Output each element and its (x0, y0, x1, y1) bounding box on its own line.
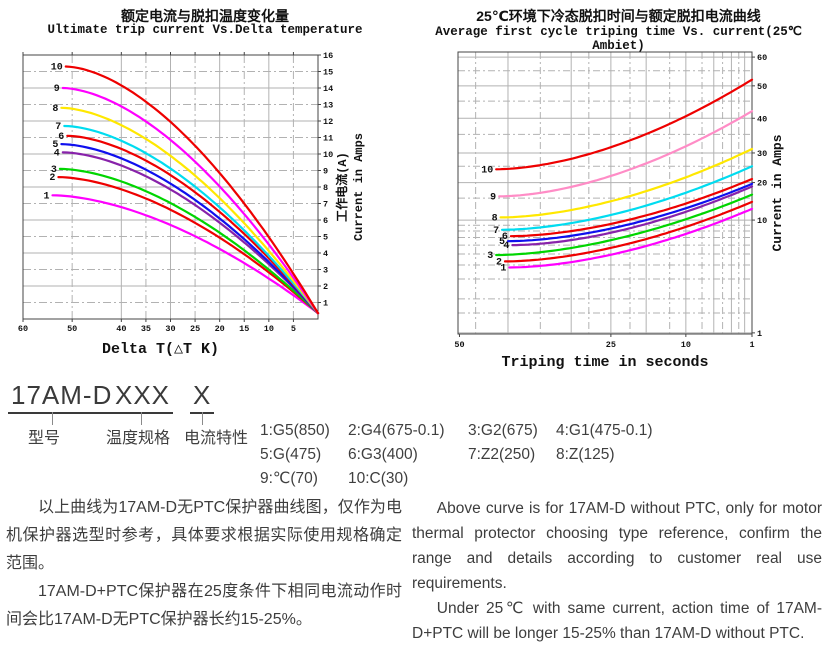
note-en-1: Above curve is for 17AM-D without PTC, o… (412, 500, 822, 592)
svg-text:10: 10 (757, 216, 767, 226)
svg-text:15: 15 (323, 68, 333, 78)
option: 6:G3(400) (348, 446, 418, 463)
note-en-2: Under 25℃ with same current, action time… (412, 600, 822, 642)
svg-text:30: 30 (165, 324, 175, 334)
svg-text:1: 1 (500, 263, 506, 274)
connector-line (52, 412, 53, 425)
svg-text:35: 35 (141, 324, 151, 334)
svg-text:7: 7 (55, 122, 61, 133)
right-chart-title-zh: 25℃环境下冷态脱扣时间与额定脱扣电流曲线 (476, 8, 761, 24)
part-number-current-char: X (190, 380, 215, 414)
option: 4:G1(475-0.1) (556, 422, 653, 439)
option: 5:G(475) (260, 446, 322, 463)
option: 7:Z2(250) (468, 446, 536, 463)
svg-text:工作电流(A): 工作电流(A) (334, 152, 350, 222)
svg-text:2: 2 (49, 173, 55, 184)
notes-chinese: 以上曲线为17AM-D无PTC保护器曲线图，仅作为电机保护器选型时参考，具体要求… (6, 494, 402, 634)
svg-text:9: 9 (323, 167, 328, 177)
option: 2:G4(675-0.1) (348, 422, 445, 439)
svg-text:30: 30 (757, 149, 767, 159)
svg-text:7: 7 (493, 226, 499, 237)
svg-text:25: 25 (190, 324, 200, 334)
svg-text:1: 1 (43, 191, 49, 202)
svg-text:2: 2 (323, 282, 328, 292)
svg-text:50: 50 (454, 340, 464, 350)
svg-text:6: 6 (323, 216, 328, 226)
connector-line (202, 412, 203, 425)
svg-text:5: 5 (291, 324, 296, 334)
part-number-temp-spec: XXX (112, 380, 174, 414)
svg-text:13: 13 (323, 101, 333, 111)
svg-text:5: 5 (499, 237, 505, 248)
svg-text:Triping time in seconds: Triping time in seconds (501, 354, 708, 371)
svg-text:50: 50 (757, 82, 767, 92)
svg-text:10: 10 (681, 340, 691, 350)
current-char-label: 电流特性 (184, 430, 249, 447)
option: 9:℃(70) (260, 470, 318, 487)
svg-text:5: 5 (52, 140, 58, 151)
svg-text:3: 3 (487, 251, 493, 262)
svg-text:16: 16 (323, 51, 333, 61)
svg-text:20: 20 (757, 179, 767, 189)
svg-text:6: 6 (502, 232, 508, 243)
svg-text:14: 14 (323, 84, 333, 94)
svg-text:8: 8 (323, 183, 328, 193)
right-chart-title-en: Average first cycle triping time Vs. cur… (435, 25, 802, 53)
svg-text:6: 6 (58, 132, 64, 143)
note-zh-2: 17AM-D+PTC保护器在25度条件下相同电流动作时间会比17AM-D无PTC… (6, 583, 402, 628)
svg-text:4: 4 (503, 241, 509, 252)
svg-text:5: 5 (323, 233, 328, 243)
svg-text:1: 1 (323, 299, 328, 309)
svg-text:2: 2 (496, 257, 502, 268)
svg-text:3: 3 (51, 165, 57, 176)
option: 1:G5(850) (260, 422, 330, 439)
svg-text:Delta T(△T K): Delta T(△T K) (102, 341, 219, 358)
svg-text:3: 3 (323, 266, 328, 276)
svg-text:50: 50 (67, 324, 77, 334)
svg-text:1: 1 (749, 340, 754, 350)
svg-text:4: 4 (54, 148, 60, 159)
svg-text:10: 10 (264, 324, 274, 334)
temp-spec-label: 温度规格 (106, 430, 171, 447)
svg-text:9: 9 (490, 192, 496, 203)
option: 10:C(30) (348, 470, 409, 487)
left-chart-title-en: Ultimate trip current Vs.Delta temperatu… (47, 23, 363, 37)
svg-text:7: 7 (323, 200, 328, 210)
svg-text:12: 12 (323, 117, 333, 127)
svg-text:9: 9 (54, 84, 60, 95)
svg-text:15: 15 (239, 324, 249, 334)
notes-english: Above curve is for 17AM-D without PTC, o… (412, 496, 822, 646)
option: 8:Z(125) (556, 446, 615, 463)
svg-text:8: 8 (52, 104, 58, 115)
svg-text:Current in Amps: Current in Amps (352, 133, 366, 241)
svg-text:Current in Amps: Current in Amps (770, 134, 785, 251)
svg-text:8: 8 (492, 213, 498, 224)
option: 3:G2(675) (468, 422, 538, 439)
svg-text:10: 10 (323, 150, 333, 160)
svg-text:10: 10 (51, 63, 63, 74)
svg-text:40: 40 (757, 114, 767, 124)
left-chart-title-zh: 额定电流与脱扣温度变化量 (121, 8, 289, 24)
note-zh-1: 以上曲线为17AM-D无PTC保护器曲线图，仅作为电机保护器选型时参考，具体要求… (6, 499, 402, 572)
svg-text:10: 10 (481, 165, 493, 176)
part-number-model: 17AM-D (8, 380, 116, 414)
svg-text:60: 60 (757, 53, 767, 63)
svg-text:20: 20 (215, 324, 225, 334)
svg-text:1: 1 (757, 329, 762, 339)
svg-text:60: 60 (18, 324, 28, 334)
svg-text:25: 25 (606, 340, 616, 350)
current-characteristic-options: 1:G5(850) 2:G4(675-0.1) 3:G2(675) 4:G1(4… (260, 420, 653, 489)
connector-line (141, 412, 142, 425)
svg-text:4: 4 (323, 249, 328, 259)
svg-text:40: 40 (116, 324, 126, 334)
svg-text:11: 11 (323, 134, 333, 144)
model-label: 型号 (28, 430, 61, 447)
